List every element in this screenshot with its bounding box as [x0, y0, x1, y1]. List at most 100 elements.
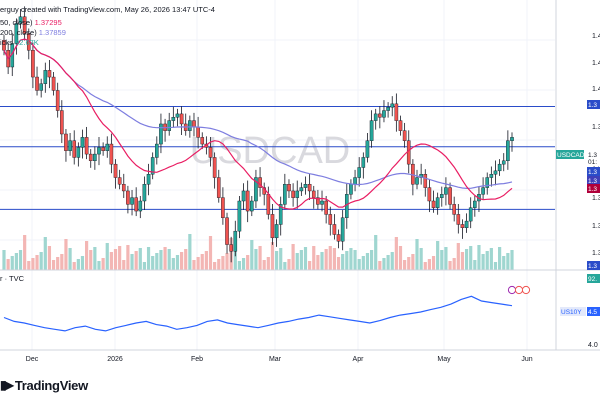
candle-body — [419, 173, 423, 178]
us10y-pane — [0, 269, 600, 332]
volume-bar — [89, 250, 93, 270]
tradingview-logo[interactable]: ▮▶ TradingView — [0, 374, 88, 396]
volume-bar — [266, 257, 270, 270]
right-tag-bg — [587, 307, 600, 316]
grid — [0, 0, 555, 350]
candle-body — [14, 23, 19, 44]
candle-body — [142, 184, 147, 202]
volume-bar — [510, 250, 514, 270]
candle-body — [72, 140, 77, 158]
volume-bar — [85, 241, 89, 270]
volume-bar — [10, 256, 14, 270]
right-tag: 01: — [587, 157, 600, 166]
ma200-line — [3, 38, 513, 190]
candle-body — [200, 137, 205, 145]
candle-body — [311, 190, 316, 198]
right-tag: 1.3 — [587, 261, 600, 270]
volume-bar — [97, 261, 101, 270]
candle-body — [2, 40, 6, 51]
right-tag-label: 1.3 — [588, 186, 597, 193]
candle-body — [64, 133, 68, 151]
volume-bar — [291, 244, 295, 270]
axes: Dec 2026 Feb Mar Apr May Jun1.41.41.41.31.31.3… — [0, 0, 600, 363]
candle-body — [93, 153, 97, 162]
alert-icons — [507, 285, 531, 295]
y-tick-label: 1.4 — [592, 60, 600, 67]
volume-bar — [68, 248, 72, 270]
y-tick-label: 1.3 — [592, 223, 600, 230]
us10y-line — [3, 295, 513, 332]
volume-bar — [427, 259, 431, 270]
candle-body — [365, 140, 370, 158]
candle-body — [117, 177, 122, 185]
volume-bar — [365, 253, 370, 270]
volume-bar — [308, 261, 312, 270]
candle-body — [80, 137, 85, 148]
candle-body — [126, 190, 130, 205]
volume-bar — [171, 258, 175, 270]
volume-bar — [23, 235, 27, 270]
candle-body — [299, 187, 304, 192]
candle-body — [283, 184, 287, 205]
right-tag: 1.3 — [587, 176, 600, 185]
volume-bar — [283, 262, 287, 270]
right-tag: 1.3 — [587, 150, 600, 159]
volume-bar — [76, 259, 80, 270]
candle-body — [39, 83, 43, 91]
candle-body — [35, 76, 39, 91]
volume-bar — [357, 259, 361, 270]
candle-body — [332, 224, 337, 235]
volume-bar — [341, 254, 345, 270]
candle-body — [250, 200, 254, 212]
volume-bar — [43, 237, 47, 270]
tradingview-logo-text: TradingView — [14, 377, 88, 393]
candle-body — [221, 197, 225, 218]
candle-body — [196, 127, 200, 138]
y-tick-label: 1.3 — [592, 124, 600, 131]
candle-body — [456, 214, 461, 225]
candle-body — [155, 143, 159, 158]
candle-body — [245, 190, 250, 212]
volume-bar — [184, 249, 188, 270]
candle-body — [88, 153, 93, 162]
volume-bar — [31, 258, 35, 270]
candle-body — [423, 173, 428, 188]
right-tag-bg — [560, 307, 586, 316]
candle-body — [138, 200, 143, 212]
volume-bar — [336, 257, 341, 270]
right-tag-bg — [587, 184, 600, 193]
candle-body — [237, 200, 242, 232]
ma200-label: 200, close) — [0, 28, 37, 37]
volume-bar — [419, 248, 423, 270]
y-tick-label: 1.3 — [592, 163, 600, 170]
right-tag-label: US10Y — [561, 309, 582, 316]
candle-body — [324, 200, 328, 215]
volume-bar — [192, 260, 196, 270]
x-tick-label: Jun — [521, 356, 532, 363]
volume-bar — [188, 234, 192, 270]
moving-averages — [3, 38, 513, 210]
candle-body — [439, 194, 444, 198]
right-tag-label: USDCAD — [557, 152, 585, 159]
volume-bar — [262, 260, 266, 270]
x-tick-label: 2026 — [107, 356, 123, 363]
candle-body — [489, 173, 494, 178]
candle-body — [303, 184, 308, 188]
candle-body — [402, 130, 407, 141]
right-tag: USDCAD — [556, 150, 585, 159]
candle-body — [390, 103, 395, 108]
candle-body — [113, 163, 118, 178]
right-tag: 92. — [587, 274, 600, 283]
candle-body — [386, 106, 390, 111]
volume-bar — [361, 256, 365, 270]
volume-bar — [179, 252, 184, 270]
candle-body — [258, 177, 262, 188]
x-tick-label: Dec — [26, 356, 39, 363]
volume-bar — [398, 246, 403, 270]
candle-body — [121, 184, 126, 192]
candle-body — [212, 157, 217, 178]
volume-bar — [241, 258, 246, 270]
volume-bar — [14, 253, 18, 270]
volume-bar — [155, 253, 159, 270]
candle-body — [134, 197, 138, 212]
